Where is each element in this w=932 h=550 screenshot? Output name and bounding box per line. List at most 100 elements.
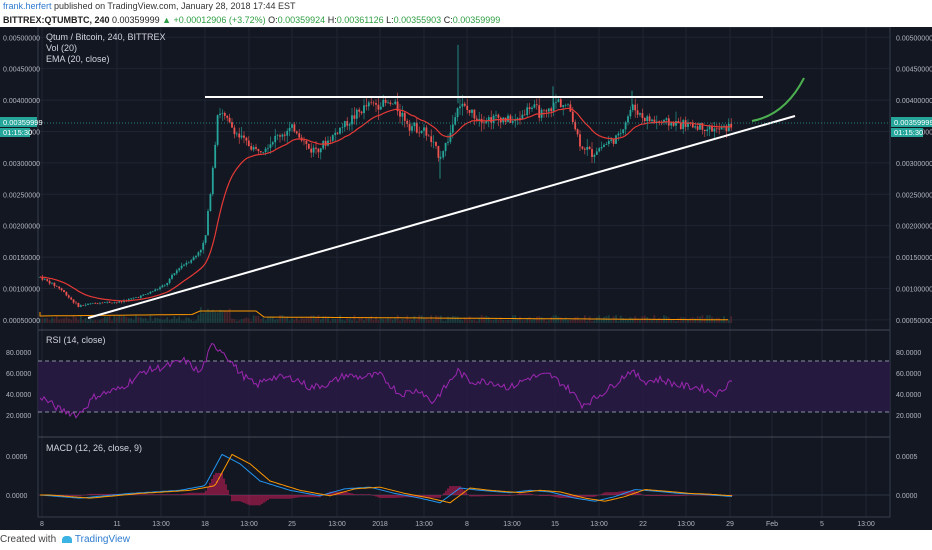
rsi-band-fill bbox=[38, 361, 890, 412]
volume-bar bbox=[341, 319, 344, 323]
macd-hist-bar bbox=[617, 491, 619, 495]
candle-body bbox=[442, 151, 445, 158]
candle-body bbox=[84, 304, 87, 306]
macd-hist-bar bbox=[497, 495, 499, 496]
support-trendline[interactable] bbox=[87, 115, 796, 319]
volume-bar bbox=[682, 317, 685, 323]
volume-bar bbox=[154, 317, 157, 323]
volume-bar bbox=[646, 317, 649, 323]
candle-body bbox=[401, 112, 404, 117]
candle-body bbox=[166, 282, 169, 285]
macd-hist-bar bbox=[383, 495, 385, 498]
candle-body bbox=[605, 143, 608, 145]
macd-hist-bar bbox=[563, 495, 565, 498]
macd-hist-bar bbox=[137, 494, 139, 495]
left-y-tick-label: 0.00200000 bbox=[3, 224, 40, 231]
macd-hist-bar bbox=[543, 495, 545, 496]
macd-hist-bar bbox=[105, 493, 107, 495]
macd-hist-bar bbox=[653, 495, 655, 496]
volume-bar bbox=[336, 318, 339, 323]
candle-body bbox=[240, 135, 243, 138]
volume-bar bbox=[677, 317, 680, 323]
volume-bar bbox=[718, 317, 721, 323]
left-y-tick-label: 0.00250000 bbox=[3, 192, 40, 199]
x-tick-label: 15 bbox=[551, 521, 559, 528]
volume-bar bbox=[627, 319, 629, 323]
macd-hist-bar bbox=[585, 495, 587, 497]
volume-bar bbox=[171, 318, 173, 323]
time-axis[interactable]: 8 11 13:00 18 13:00 25 13:00 2018 13:00 8 13:00 15 1… bbox=[38, 516, 890, 528]
macd-hist-bar bbox=[571, 495, 573, 498]
volume-bar bbox=[118, 315, 121, 323]
macd-hist-bar bbox=[661, 495, 663, 497]
candle-body bbox=[418, 132, 421, 134]
candle-body bbox=[305, 140, 308, 144]
right-y-tick-label: 0.00400000 bbox=[896, 98, 932, 105]
chart-area[interactable]: Qtum / Bitcoin, 240, BITTREX Vol (20) EM… bbox=[0, 27, 932, 530]
volume-bar bbox=[389, 318, 392, 323]
macd-hist-bar bbox=[83, 495, 85, 496]
candle-body bbox=[394, 101, 397, 104]
volume-bar bbox=[55, 316, 58, 323]
volume-bar bbox=[617, 320, 620, 323]
macd-hist-bar bbox=[349, 492, 351, 495]
publish-info: frank.herfert published on TradingView.c… bbox=[0, 0, 932, 13]
candle-body bbox=[552, 102, 555, 112]
volume-bar bbox=[288, 320, 291, 323]
volume-bar bbox=[581, 320, 584, 323]
volume-bar bbox=[211, 309, 214, 323]
volume-bar bbox=[490, 320, 493, 323]
candle-body bbox=[144, 294, 147, 295]
volume-bar bbox=[178, 316, 181, 323]
macd-hist-bar bbox=[335, 491, 337, 495]
macd-hist-bar bbox=[277, 495, 279, 499]
candle-body bbox=[423, 127, 425, 131]
volume-bar bbox=[533, 318, 536, 323]
candle-body bbox=[159, 287, 161, 290]
volume-bar bbox=[257, 315, 260, 323]
candle-body bbox=[183, 264, 185, 266]
candle-body bbox=[96, 303, 99, 304]
candle-body bbox=[497, 114, 500, 118]
candle-body bbox=[341, 127, 344, 128]
x-tick-label: 11 bbox=[113, 521, 120, 528]
open-label: O: bbox=[268, 15, 278, 25]
volume-bar bbox=[307, 317, 310, 323]
candle-body bbox=[53, 282, 56, 286]
macd-hist-bar bbox=[683, 495, 685, 496]
candle-body bbox=[322, 140, 325, 149]
macd-hist-bar bbox=[351, 493, 353, 495]
macd-hist-bar bbox=[535, 495, 537, 496]
author-link[interactable]: frank.herfert bbox=[3, 1, 52, 11]
macd-hist-bar bbox=[475, 495, 477, 497]
macd-hist-bar bbox=[87, 494, 89, 495]
candle-body bbox=[286, 130, 289, 136]
candle-body bbox=[526, 107, 529, 116]
volume-bar bbox=[636, 318, 639, 323]
candle-body bbox=[192, 257, 195, 261]
macd-hist-bar bbox=[697, 495, 699, 496]
macd-hist-bar bbox=[251, 495, 253, 506]
macd-hist-bar bbox=[315, 495, 317, 498]
tradingview-brand[interactable]: TradingView bbox=[74, 534, 130, 545]
macd-hist-bar bbox=[465, 492, 467, 495]
macd-hist-bar bbox=[245, 495, 247, 504]
volume-bar bbox=[39, 318, 41, 323]
macd-hist-bar bbox=[97, 493, 99, 495]
macd-hist-bar bbox=[701, 495, 703, 496]
chart-svg[interactable]: Qtum / Bitcoin, 240, BITTREX Vol (20) EM… bbox=[0, 27, 932, 530]
volume-bar bbox=[725, 320, 728, 323]
high-value: 0.00361126 bbox=[336, 15, 384, 25]
macd-hist-bar bbox=[197, 492, 199, 495]
candle-body bbox=[267, 147, 269, 149]
volume-bar bbox=[612, 316, 615, 323]
volume-bar bbox=[579, 320, 581, 323]
volume-bar bbox=[396, 315, 399, 323]
candle-body bbox=[91, 303, 94, 304]
candle-body bbox=[583, 148, 586, 150]
candle-body bbox=[255, 147, 257, 149]
candle-body bbox=[259, 151, 262, 153]
candle-body bbox=[358, 109, 361, 112]
candle-body bbox=[485, 120, 488, 123]
candle-body bbox=[579, 134, 581, 147]
